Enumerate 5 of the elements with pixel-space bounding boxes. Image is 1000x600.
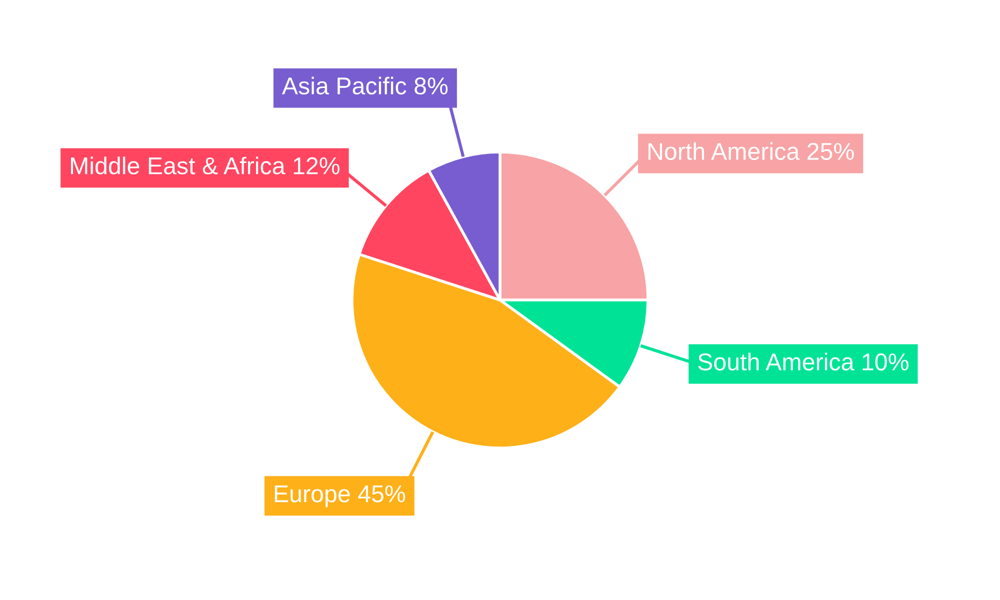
slice-label: Europe 45% [274,485,406,508]
slice-label: Middle East & Africa 12% [71,156,340,174]
slice-label: Asia Pacific 8% [282,76,448,95]
slice-label: North America 25% [648,142,854,160]
slice-label: South America 10% [698,352,908,371]
